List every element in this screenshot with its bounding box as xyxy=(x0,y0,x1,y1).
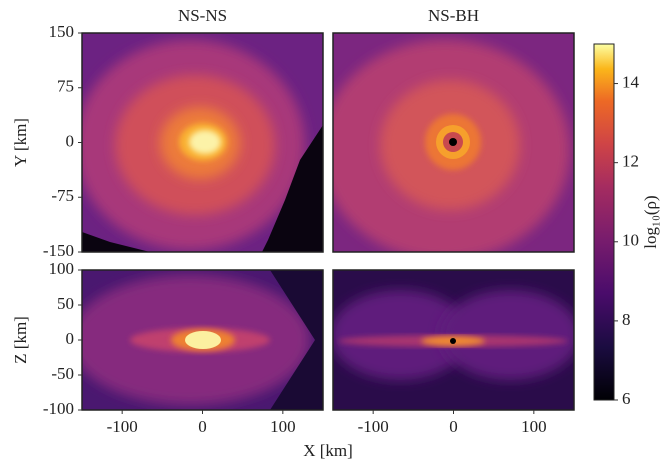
y-axis-label: Y [km] xyxy=(11,118,30,167)
y-tick-label: 0 xyxy=(66,329,75,348)
y-tick-label: -150 xyxy=(43,241,74,260)
y-tick-label: -50 xyxy=(51,364,74,383)
density-map xyxy=(82,33,323,252)
y-tick-label: -75 xyxy=(51,186,74,205)
x-tick-label: 100 xyxy=(270,417,296,436)
y-tick-label: 150 xyxy=(49,22,75,41)
density-map xyxy=(333,270,574,410)
panel-title: NS-NS xyxy=(178,6,227,25)
colorbar xyxy=(593,43,615,401)
y-axis-label: Z [km] xyxy=(11,316,30,364)
panel-title: NS-BH xyxy=(428,6,479,25)
colorbar-tick-label: 6 xyxy=(622,389,631,408)
colorbar-tick-label: 14 xyxy=(622,72,640,91)
x-tick-label: -100 xyxy=(358,417,389,436)
y-tick-label: 100 xyxy=(49,259,75,278)
x-axis-label: X [km] xyxy=(303,441,353,460)
y-tick-label: 75 xyxy=(57,77,74,96)
colorbar-tick-label: 12 xyxy=(622,152,639,171)
density-map xyxy=(82,270,323,410)
x-tick-label: 100 xyxy=(521,417,547,436)
x-tick-label: 0 xyxy=(198,417,207,436)
x-tick-label: -100 xyxy=(107,417,138,436)
colorbar-tick-label: 8 xyxy=(622,310,631,329)
y-tick-label: 50 xyxy=(57,294,74,313)
y-tick-label: 0 xyxy=(66,131,75,150)
density-map xyxy=(333,33,574,252)
y-tick-label: -100 xyxy=(43,399,74,418)
colorbar-tick-label: 10 xyxy=(622,231,639,250)
x-tick-label: 0 xyxy=(449,417,458,436)
panel-frame xyxy=(332,32,575,253)
colorbar-label: log₁₀(ρ) xyxy=(641,195,660,248)
